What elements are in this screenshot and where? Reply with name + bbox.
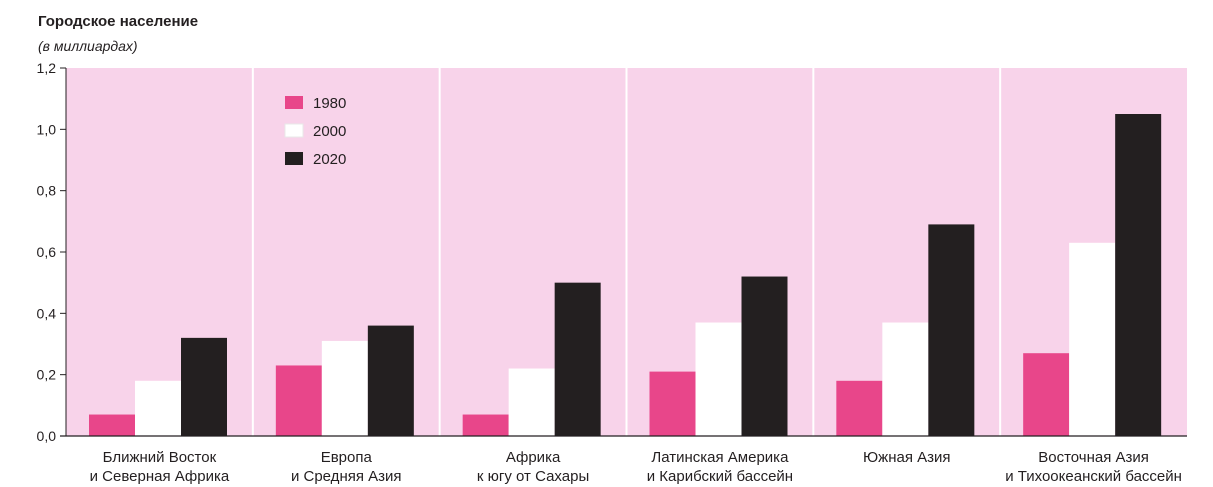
x-category-label: Латинская Америка и Карибский бассейн (647, 449, 793, 485)
y-tick-label: 0,8 (37, 183, 57, 199)
bar-2000 (1069, 242, 1116, 436)
x-category-label: Восточная Азия и Тихоокеанский бассейн (1005, 449, 1182, 485)
bar-1980 (836, 380, 883, 436)
y-tick-label: 1,0 (37, 121, 57, 137)
legend-swatch-1980 (285, 96, 303, 109)
bar-2020 (367, 325, 414, 436)
bar-1980 (1023, 353, 1070, 436)
chart-subtitle: (в миллиардах) (38, 38, 138, 54)
bar-1980 (462, 414, 509, 436)
bar-2000 (882, 322, 929, 436)
bar-2020 (741, 276, 788, 436)
y-axis: 0,0 0,2 0,4 0,6 0,8 1,0 1,2 (37, 60, 67, 444)
x-category-label: Ближний Восток и Северная Африка (90, 449, 230, 485)
y-tick-label: 0,0 (37, 428, 57, 444)
bar-2020 (1115, 114, 1162, 436)
legend-swatch-2020 (285, 152, 303, 165)
legend-label: 1980 (313, 95, 346, 112)
bar-2020 (554, 282, 601, 436)
legend: 1980 2000 2020 (284, 95, 346, 168)
bar-2020 (181, 337, 227, 436)
bar-1980 (649, 371, 696, 436)
y-tick-label: 0,2 (37, 367, 57, 383)
bar-2020 (928, 224, 975, 436)
bar-2000 (135, 380, 181, 436)
bar-2000 (695, 322, 742, 436)
bar-1980 (89, 414, 135, 436)
x-category-label: Африка к югу от Сахары (477, 449, 589, 485)
bar-2000 (508, 368, 555, 436)
y-tick-label: 0,6 (37, 244, 57, 260)
y-tick-label: 1,2 (37, 60, 57, 76)
legend-swatch-2000 (284, 123, 304, 138)
chart-title: Городское население (38, 13, 199, 30)
x-axis: Ближний Восток и Северная Африка Европа и С… (60, 435, 1187, 485)
bar-1980 (275, 365, 322, 436)
x-category-label: Южная Азия (863, 449, 951, 466)
y-tick-label: 0,4 (37, 305, 57, 321)
legend-label: 2000 (313, 123, 346, 140)
bar-2000 (321, 340, 368, 436)
bars (89, 114, 1162, 436)
x-category-label: Европа и Средняя Азия (291, 449, 402, 485)
plot-background (66, 68, 1187, 436)
legend-label: 2020 (313, 151, 346, 168)
